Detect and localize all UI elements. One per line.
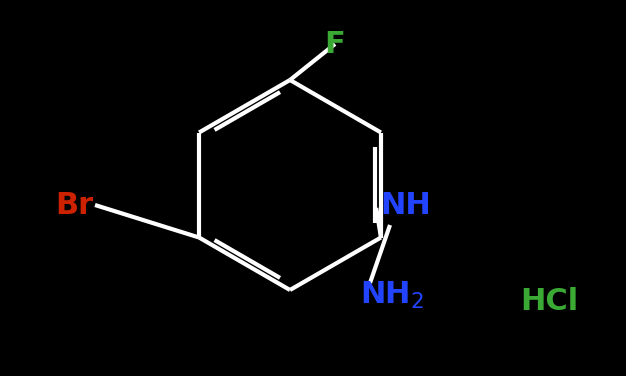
- Text: Br: Br: [55, 191, 93, 220]
- Text: NH: NH: [380, 191, 431, 220]
- Text: NH$_2$: NH$_2$: [360, 279, 424, 311]
- Text: F: F: [325, 30, 346, 59]
- Text: HCl: HCl: [520, 288, 578, 317]
